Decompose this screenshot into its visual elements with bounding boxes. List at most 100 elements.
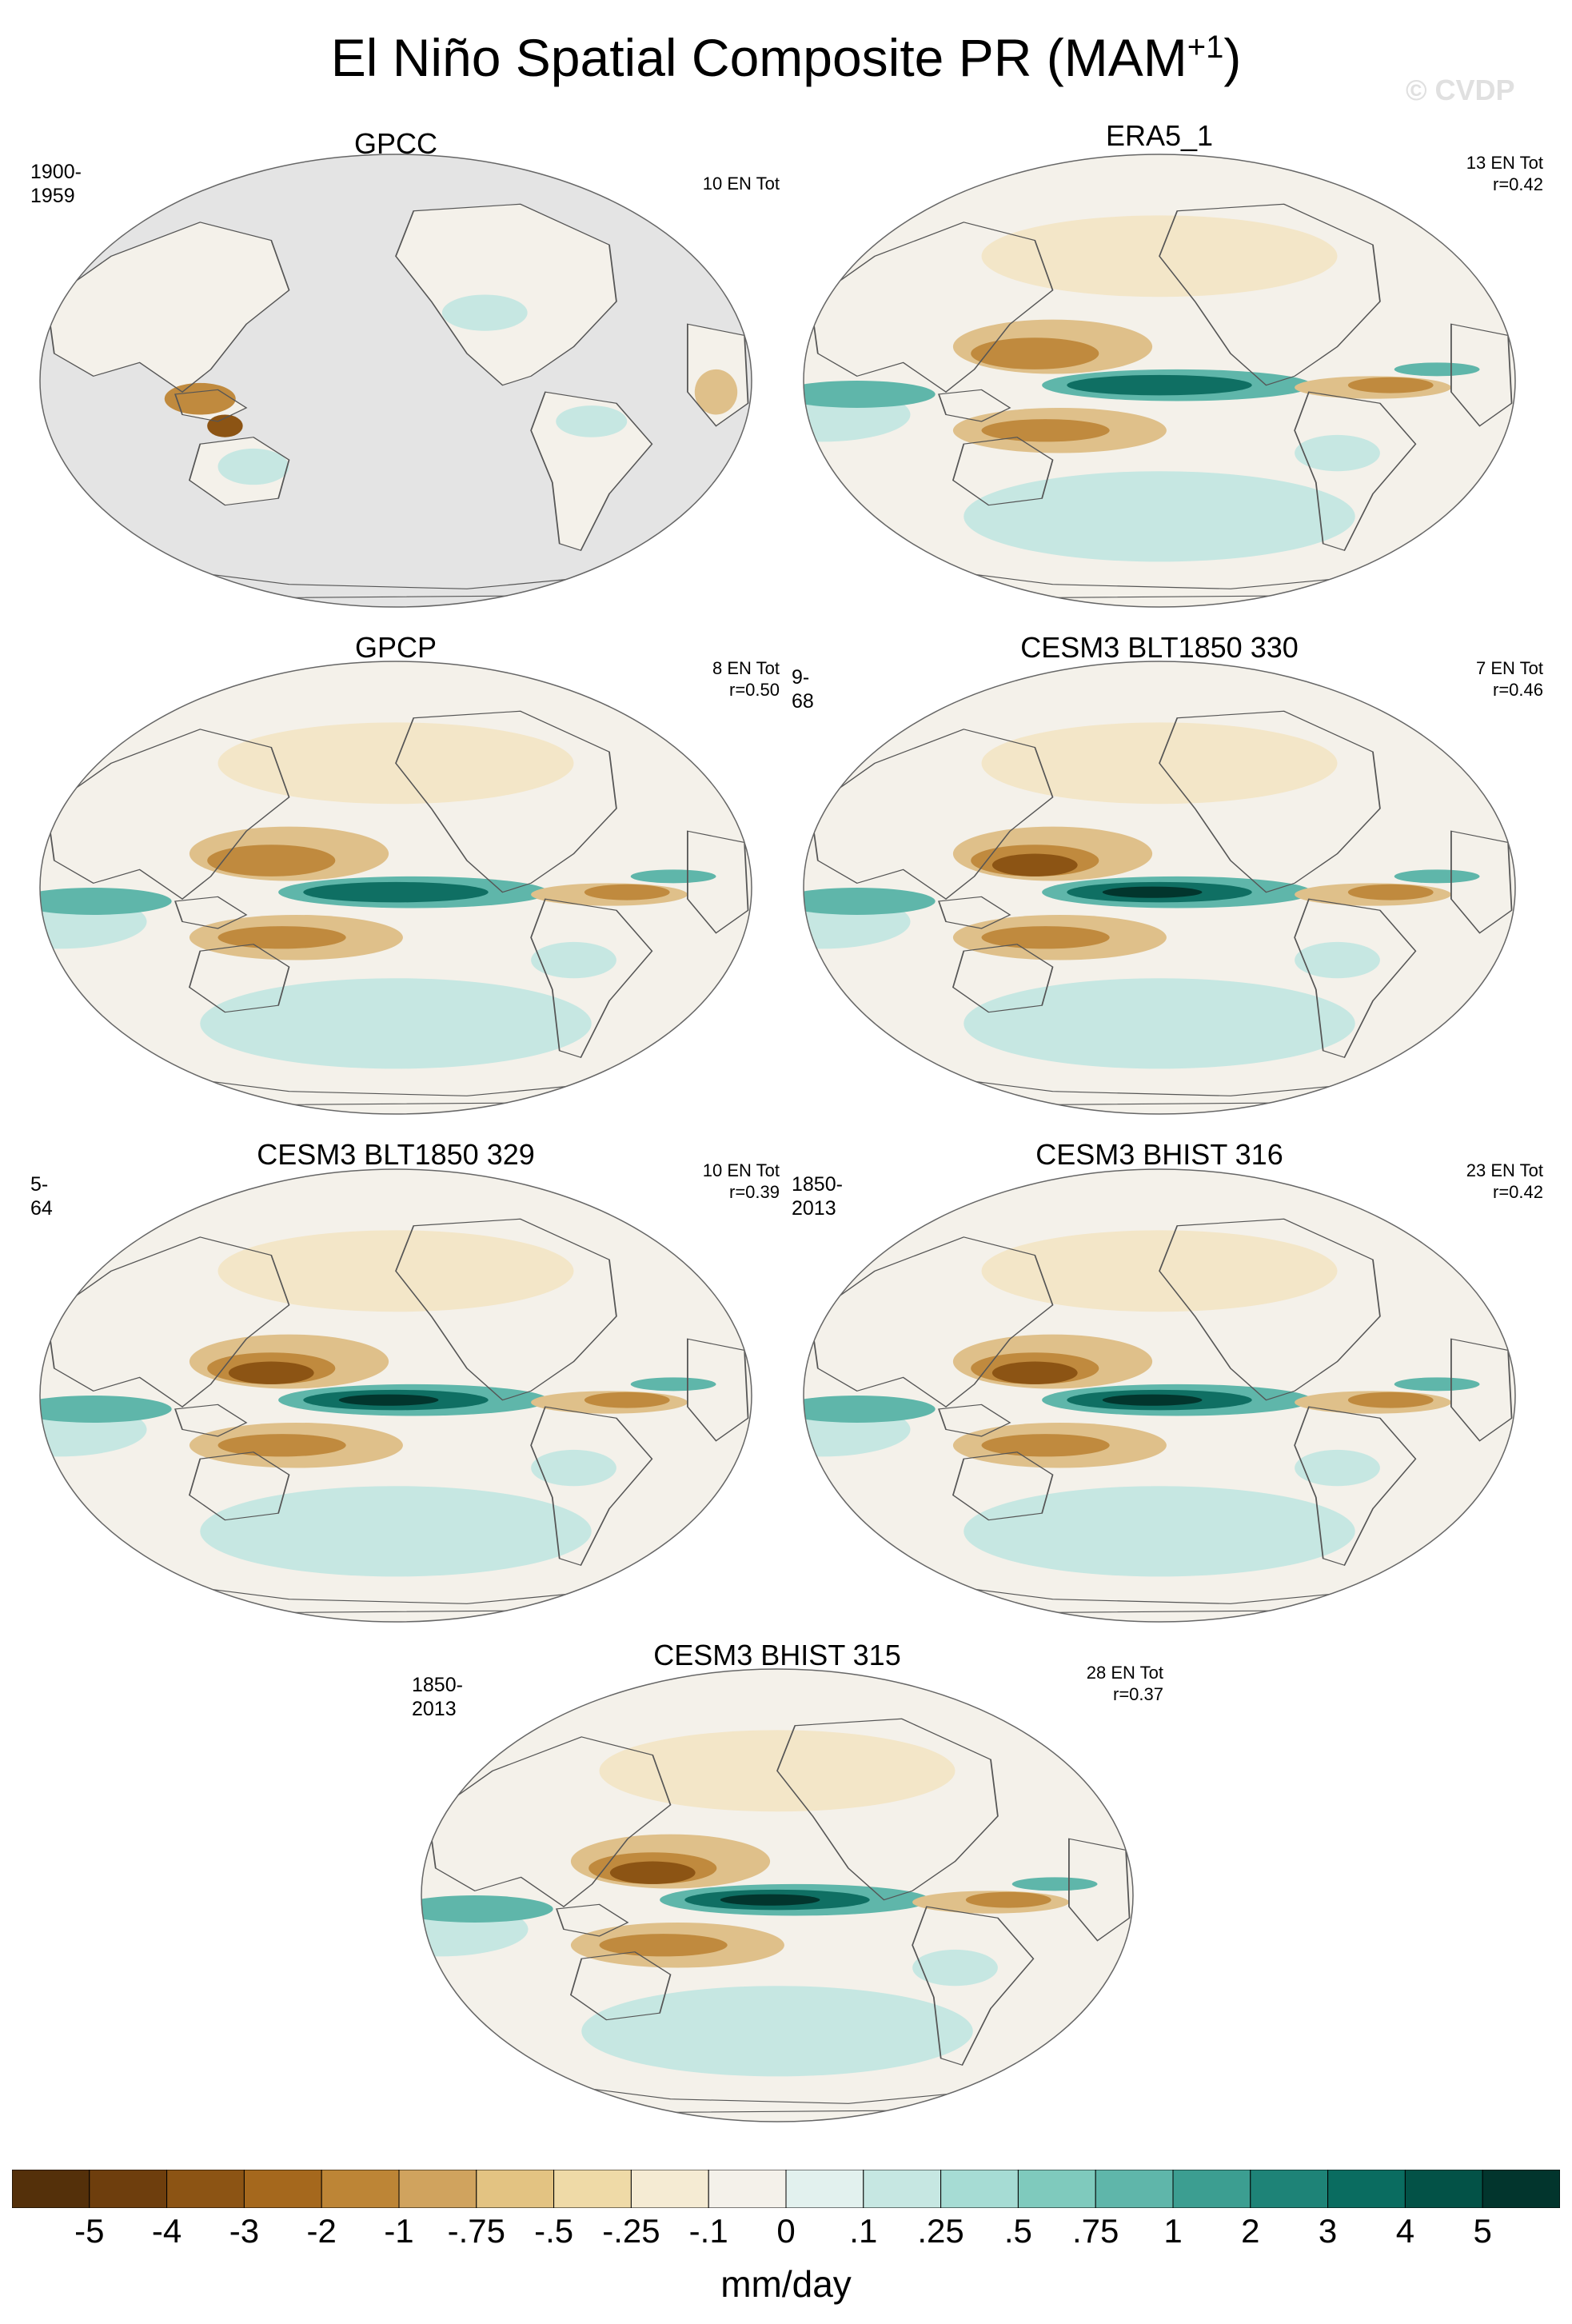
coastline bbox=[687, 323, 749, 427]
precip-anomaly-region bbox=[1102, 1394, 1203, 1406]
coastline bbox=[687, 830, 749, 934]
precip-anomaly-region bbox=[981, 1434, 1110, 1457]
panel-stat-line: r=0.50 bbox=[729, 680, 780, 700]
land-area bbox=[531, 392, 652, 551]
panel-stats: 8 EN Tot r=0.50 bbox=[620, 657, 780, 701]
coastline bbox=[809, 1236, 1054, 1408]
colorbar-tick-label: -2 bbox=[306, 2212, 337, 2250]
coastline bbox=[188, 944, 290, 1013]
precip-anomaly-region bbox=[1394, 362, 1480, 377]
coastline bbox=[809, 729, 1054, 900]
robinson-map bbox=[421, 1668, 1134, 2122]
panel-period-label: 1850-2013 bbox=[412, 1674, 463, 1720]
colorbar-tick-label: 2 bbox=[1241, 2212, 1260, 2250]
coastline bbox=[1294, 1406, 1417, 1567]
colorbar-segment bbox=[1482, 2170, 1560, 2208]
colorbar-tick-label: 4 bbox=[1395, 2212, 1415, 2250]
colorbar-tick-label: -5 bbox=[74, 2212, 105, 2250]
precip-anomaly-region bbox=[1011, 1877, 1098, 1891]
panel-stat-line: r=0.42 bbox=[1493, 174, 1543, 194]
coastline bbox=[188, 437, 290, 506]
panel-title: GPCP bbox=[354, 631, 437, 664]
coastline bbox=[1159, 1218, 1381, 1401]
precip-anomaly-region bbox=[1295, 1449, 1380, 1487]
precip-anomaly-region bbox=[991, 1361, 1078, 1384]
coastline bbox=[530, 898, 653, 1059]
colorbar-segment bbox=[166, 2170, 245, 2208]
coastline bbox=[1294, 391, 1417, 552]
precip-anomaly-region bbox=[207, 845, 336, 876]
precip-anomaly-region bbox=[599, 1934, 728, 1957]
coastline bbox=[569, 1951, 672, 2021]
precip-anomaly-region bbox=[964, 471, 1355, 562]
coastline bbox=[1294, 898, 1417, 1059]
coastline bbox=[556, 1903, 629, 1937]
robinson-map bbox=[39, 661, 752, 1115]
coastline bbox=[188, 1452, 290, 1521]
precip-anomaly-region bbox=[1295, 941, 1380, 979]
precip-anomaly-region bbox=[804, 1396, 936, 1423]
precip-anomaly-region bbox=[200, 978, 592, 1069]
robinson-map bbox=[39, 1168, 752, 1623]
colorbar-segment bbox=[1327, 2170, 1406, 2208]
precip-anomaly-region bbox=[720, 1894, 820, 1906]
coastline bbox=[776, 1718, 999, 1901]
colorbar-segment bbox=[243, 2170, 322, 2208]
colorbar-segment bbox=[476, 2170, 555, 2208]
panel-stat-line: 23 EN Tot bbox=[1466, 1160, 1543, 1180]
precip-anomaly-region bbox=[609, 1861, 696, 1884]
precip-anomaly-region bbox=[584, 884, 670, 900]
coastline bbox=[938, 896, 1011, 929]
coastline bbox=[1450, 830, 1513, 934]
colorbar bbox=[12, 2170, 1560, 2208]
panel-stat-line: 8 EN Tot bbox=[712, 658, 780, 678]
map-background bbox=[40, 154, 752, 607]
map-border bbox=[803, 661, 1516, 1115]
colorbar-tick-label: 0 bbox=[776, 2212, 796, 2250]
precip-anomaly-region bbox=[338, 1394, 439, 1406]
coastline bbox=[1450, 323, 1513, 427]
colorbar-segment bbox=[1095, 2170, 1174, 2208]
panel-stat-line: r=0.37 bbox=[1113, 1684, 1163, 1704]
map-border bbox=[421, 1668, 1134, 2122]
coastline bbox=[174, 896, 248, 929]
precip-anomaly-region bbox=[207, 414, 243, 437]
coastline bbox=[46, 1236, 290, 1408]
panel-stats: 13 EN Tot r=0.42 bbox=[1383, 152, 1543, 195]
panel-period-label: 5-64 bbox=[30, 1173, 53, 1220]
coastline bbox=[174, 1404, 248, 1437]
robinson-map bbox=[39, 154, 752, 608]
colorbar-tick-label: .5 bbox=[1003, 2212, 1032, 2250]
precip-anomaly-region bbox=[964, 978, 1355, 1069]
robinson-map bbox=[803, 1168, 1516, 1623]
panel-title: CESM3 BLT1850 330 bbox=[1020, 631, 1299, 664]
panel-title: CESM3 BHIST 315 bbox=[653, 1639, 901, 1671]
land-area bbox=[46, 222, 289, 393]
colorbar-tick-label: -.25 bbox=[602, 2212, 660, 2250]
precip-anomaly-region bbox=[581, 1986, 973, 2077]
colorbar-segment bbox=[12, 2170, 90, 2208]
panel-stats: 23 EN Tot r=0.42 bbox=[1383, 1160, 1543, 1203]
colorbar-units: mm/day bbox=[720, 2263, 852, 2305]
precip-anomaly-region bbox=[556, 405, 628, 437]
colorbar-tick-label: -.1 bbox=[688, 2212, 728, 2250]
precip-anomaly-region bbox=[804, 381, 936, 408]
panel-stat-line: 13 EN Tot bbox=[1466, 153, 1543, 173]
coastline bbox=[395, 1218, 617, 1401]
panel-stat-line: r=0.42 bbox=[1493, 1182, 1543, 1202]
precip-anomaly-region bbox=[981, 419, 1110, 442]
coastline bbox=[1450, 1338, 1513, 1442]
precip-anomaly-region bbox=[965, 1891, 1051, 1908]
colorbar-tick-label: -.5 bbox=[534, 2212, 574, 2250]
precip-anomaly-region bbox=[421, 1895, 553, 1923]
precip-anomaly-region bbox=[991, 853, 1078, 876]
colorbar-tick-label: -1 bbox=[384, 2212, 414, 2250]
panel-stat-line: r=0.39 bbox=[729, 1182, 780, 1202]
precip-anomaly-region bbox=[1295, 434, 1380, 472]
panel-period-label: 9-68 bbox=[792, 666, 814, 713]
precip-anomaly-region bbox=[1347, 884, 1434, 900]
precip-anomaly-region bbox=[964, 1486, 1355, 1577]
coastline bbox=[395, 710, 617, 893]
precip-anomaly-region bbox=[1394, 1377, 1480, 1392]
panel-title: ERA5_1 bbox=[1105, 119, 1214, 152]
